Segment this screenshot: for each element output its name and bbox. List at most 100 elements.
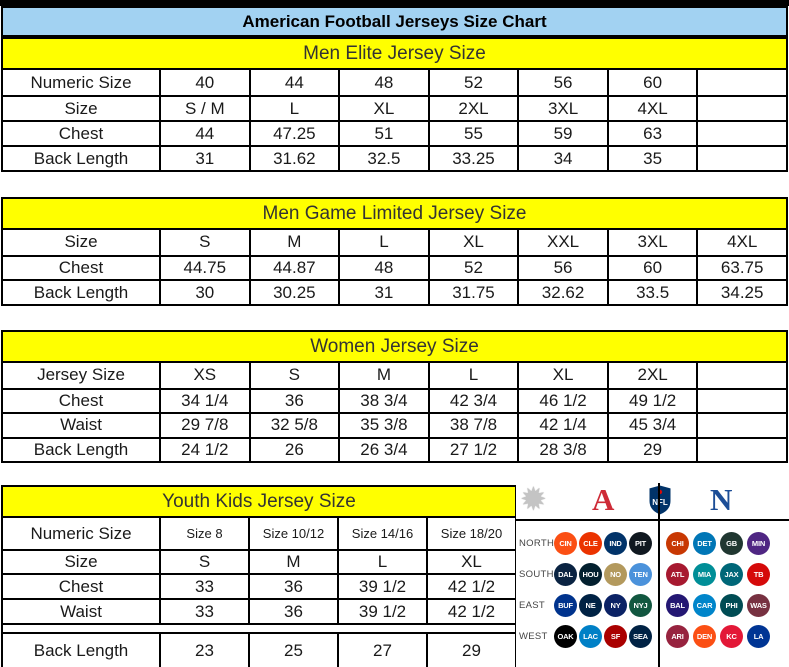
size-value: Size 14/16: [337, 518, 426, 549]
size-value: 34 1/4: [159, 387, 249, 412]
size-value: XL: [517, 363, 607, 388]
row-label: Back Length: [3, 145, 159, 170]
size-value: Size 8: [159, 518, 248, 549]
men-elite-size-table: Men Elite Jersey Size Numeric Size 40 44 48…: [1, 37, 788, 172]
size-value: 3XL: [517, 95, 607, 120]
size-value: XL: [338, 95, 428, 120]
men-game-limited-grid: Size S M L XL XXL 3XL 4XL Chest 44.75 44.87 48 52 56 6…: [1, 230, 788, 306]
size-value: 29 7/8: [159, 412, 249, 437]
chiefs-logo: KC: [720, 624, 743, 648]
division-label: EAST: [519, 599, 546, 611]
packers-logo: GB: [720, 531, 743, 555]
nfc-team-group: ARI DEN KC LA: [666, 624, 774, 648]
size-value: 35: [606, 145, 697, 170]
row-label: Jersey Size: [37, 365, 125, 385]
size-value: 3XL: [606, 230, 697, 255]
section-header-men-elite: Men Elite Jersey Size: [1, 37, 788, 70]
section-header-women: Women Jersey Size: [1, 330, 788, 363]
size-value: 55: [427, 120, 518, 145]
row-label: Numeric Size: [30, 72, 132, 92]
nfc-team-group: ATL MIA JAX TB: [666, 562, 774, 586]
lions-logo: DET: [693, 531, 716, 555]
size-value: 27 1/2: [427, 436, 518, 461]
size-value: XXL: [517, 230, 607, 255]
size-value: 36: [248, 387, 339, 412]
size-value: S: [248, 363, 339, 388]
vikings-logo: MIN: [747, 531, 770, 555]
division-row-south: SOUTH DAL HOU NO TEN ATL MIA JAX TB: [516, 560, 789, 588]
size-value: 60: [606, 70, 697, 95]
size-value: 52: [427, 70, 518, 95]
row-gap-spacer: [3, 623, 515, 632]
texans-logo: HOU: [579, 562, 602, 586]
division-label: WEST: [519, 630, 548, 642]
size-value: [696, 412, 786, 437]
row-label: Back Length: [3, 632, 159, 667]
size-value: [696, 120, 786, 145]
size-value: 63: [606, 120, 697, 145]
size-value: [696, 387, 786, 412]
size-value: 24 1/2: [159, 436, 249, 461]
seahawks-logo: SEA: [629, 624, 652, 648]
cardinals-logo: ARI: [666, 624, 689, 648]
row-label: Size: [64, 232, 98, 252]
afc-team-group: OAK LAC SF SEA: [554, 624, 654, 648]
men-game-limited-size-table: Men Game Limited Jersey Size Size S M L XL XX…: [1, 197, 788, 306]
nfl-logo-panel: ✹ A NFL N NORTH CIN CLE IND PIT CHI DET GB MIN SO…: [516, 481, 789, 667]
size-value: 51: [338, 120, 428, 145]
chargers-logo: LAC: [579, 624, 602, 648]
row-label: Back Length: [3, 436, 159, 462]
cowboys-logo: DAL: [554, 562, 577, 586]
nfl-shield-icon: NFL: [649, 485, 671, 515]
size-value: S: [159, 230, 249, 255]
size-value: [696, 436, 786, 461]
starburst-icon: ✹: [520, 481, 547, 517]
size-value: L: [337, 549, 426, 573]
row-label: Back Length: [3, 279, 159, 304]
size-value: L: [338, 230, 428, 255]
size-value: 32 5/8: [248, 412, 339, 437]
size-value: 45 3/4: [606, 412, 697, 437]
row-label: Waist: [3, 412, 159, 437]
size-value: XS: [159, 363, 249, 388]
browns-logo: CLE: [579, 531, 602, 555]
size-value: 31.62: [248, 145, 339, 170]
size-value: 35 3/8: [338, 412, 428, 437]
size-value: S / M: [159, 95, 249, 120]
titans-logo: TEN: [629, 562, 652, 586]
page-title: American Football Jerseys Size Chart: [1, 6, 788, 37]
size-value: 32.5: [338, 145, 428, 170]
size-value: L: [427, 363, 518, 388]
size-value: 52: [427, 254, 518, 280]
size-value: 31: [338, 279, 428, 304]
size-value: 63.75: [696, 254, 786, 280]
size-value: 39 1/2: [337, 598, 426, 623]
row-label: Size: [3, 95, 159, 120]
size-value: 31: [159, 145, 249, 170]
conference-divider-line: [516, 519, 789, 521]
nfc-team-group: CHI DET GB MIN: [666, 531, 774, 555]
size-value: 26: [248, 436, 339, 461]
size-value: Size 18/20: [426, 518, 515, 549]
rams-logo: LA: [747, 624, 770, 648]
size-value: 33: [159, 573, 248, 598]
size-value: 38 7/8: [427, 412, 518, 437]
size-value: 38 3/4: [338, 387, 428, 412]
jets-logo: NYJ: [629, 593, 652, 617]
svg-text:NFL: NFL: [652, 498, 668, 507]
size-value: 44: [159, 120, 249, 145]
size-value: L: [248, 95, 339, 120]
size-value: 42 3/4: [427, 387, 518, 412]
size-value: 26 3/4: [338, 436, 428, 461]
nfc-team-group: BAL CAR PHI WAS: [666, 593, 774, 617]
afc-team-group: CIN CLE IND PIT: [554, 531, 654, 555]
size-value: 27: [337, 632, 426, 667]
redskins-logo: WAS: [747, 593, 770, 617]
size-value: 56: [517, 254, 607, 280]
size-value: 32.62: [517, 279, 607, 304]
jaguars-logo: JAX: [720, 562, 743, 586]
size-value: 59: [517, 120, 607, 145]
size-value: 36: [248, 573, 337, 598]
row-label: Chest: [3, 254, 159, 280]
